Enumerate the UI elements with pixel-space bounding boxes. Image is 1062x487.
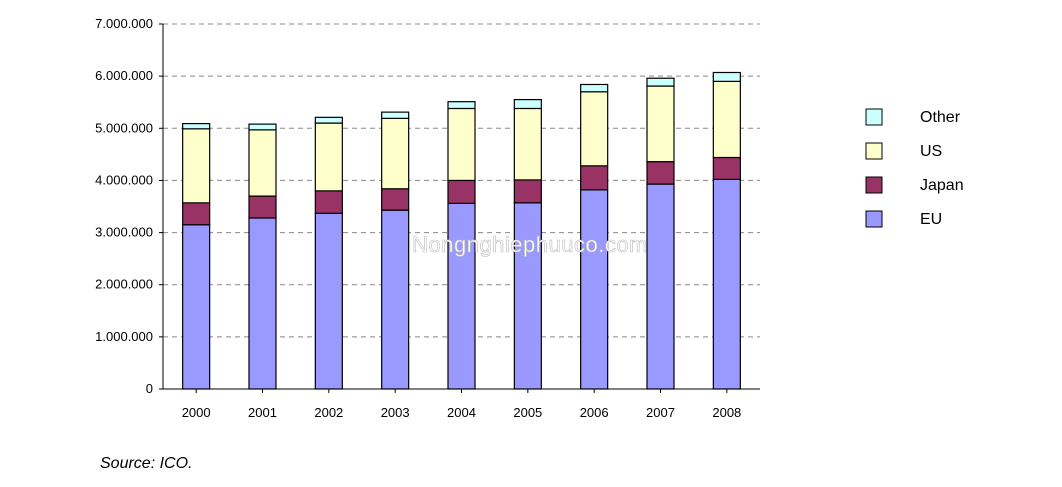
- bar-segment-eu-2004: [447, 202, 476, 390]
- legend: Other US Japan EU: [865, 108, 964, 228]
- bar-segment-japan-2000: [182, 202, 211, 226]
- bar-segment-other-2002: [314, 116, 343, 124]
- source-note: Source: ICO.: [100, 455, 193, 472]
- y-tick-label: 2.000.000: [95, 277, 153, 292]
- legend-label-japan: Japan: [920, 177, 964, 194]
- y-tick-label: 5.000.000: [95, 120, 153, 135]
- bar-segment-other-2000: [182, 122, 211, 130]
- y-tick-label: 0: [146, 381, 153, 396]
- legend-swatch-us: [865, 142, 883, 160]
- bar-segment-other-2005: [513, 99, 542, 110]
- bar-segment-eu-2008: [712, 178, 741, 390]
- bar-segment-eu-2007: [646, 183, 675, 390]
- bar-segment-eu-2002: [314, 212, 343, 390]
- tick-labels: 0 1.000.000 2.000.000 3.000.000 4.000.000 5.0…: [95, 16, 741, 420]
- legend-label-us: US: [920, 143, 942, 160]
- legend-swatch-other: [865, 108, 883, 126]
- bar-segment-japan-2002: [314, 190, 343, 214]
- bar-segment-us-2003: [381, 117, 410, 190]
- legend-swatch-japan: [865, 176, 883, 194]
- y-tick-label: 1.000.000: [95, 329, 153, 344]
- bar-segment-eu-2000: [182, 224, 211, 390]
- y-tick-label: 6.000.000: [95, 68, 153, 83]
- x-tick-label: 2000: [182, 405, 211, 420]
- bar-segment-eu-2006: [580, 189, 609, 390]
- watermark-text: Nongnghiephuuco.com: [412, 232, 648, 257]
- bar-segment-other-2006: [580, 83, 609, 93]
- bar-segment-us-2007: [646, 85, 675, 163]
- x-tick-label: 2002: [314, 405, 343, 420]
- bar-segment-japan-2003: [381, 188, 410, 211]
- bar-segment-eu-2003: [381, 209, 410, 390]
- bars: [182, 71, 741, 390]
- bar-segment-japan-2005: [513, 179, 542, 204]
- x-tick-label: 2008: [712, 405, 741, 420]
- x-tick-label: 2001: [248, 405, 277, 420]
- bar-segment-eu-2005: [513, 202, 542, 390]
- bar-segment-other-2003: [381, 111, 410, 119]
- bar-segment-japan-2008: [712, 156, 741, 180]
- x-tick-label: 2003: [381, 405, 410, 420]
- bar-segment-us-2001: [248, 129, 277, 197]
- bar-segment-us-2002: [314, 122, 343, 192]
- bar-segment-japan-2004: [447, 179, 476, 204]
- legend-label-other: Other: [920, 109, 961, 126]
- bar-segment-other-2001: [248, 123, 277, 131]
- x-tick-label: 2006: [580, 405, 609, 420]
- bar-segment-us-2005: [513, 107, 542, 181]
- bar-segment-us-2000: [182, 128, 211, 204]
- bar-segment-us-2006: [580, 91, 609, 167]
- y-tick-label: 7.000.000: [95, 16, 153, 31]
- y-tick-label: 3.000.000: [95, 225, 153, 240]
- bar-segment-us-2004: [447, 107, 476, 182]
- legend-label-eu: EU: [920, 211, 942, 228]
- bar-segment-other-2008: [712, 71, 741, 82]
- y-tick-label: 4.000.000: [95, 172, 153, 187]
- bar-segment-eu-2001: [248, 217, 277, 390]
- x-tick-label: 2007: [646, 405, 675, 420]
- x-tick-label: 2005: [513, 405, 542, 420]
- legend-swatch-eu: [865, 210, 883, 228]
- bar-segment-japan-2006: [580, 165, 609, 191]
- bar-segment-japan-2001: [248, 195, 277, 219]
- x-tick-label: 2004: [447, 405, 476, 420]
- bar-segment-japan-2007: [646, 161, 675, 185]
- bar-segment-other-2007: [646, 77, 675, 87]
- bar-segment-us-2008: [712, 80, 741, 159]
- bar-segment-other-2004: [447, 101, 476, 110]
